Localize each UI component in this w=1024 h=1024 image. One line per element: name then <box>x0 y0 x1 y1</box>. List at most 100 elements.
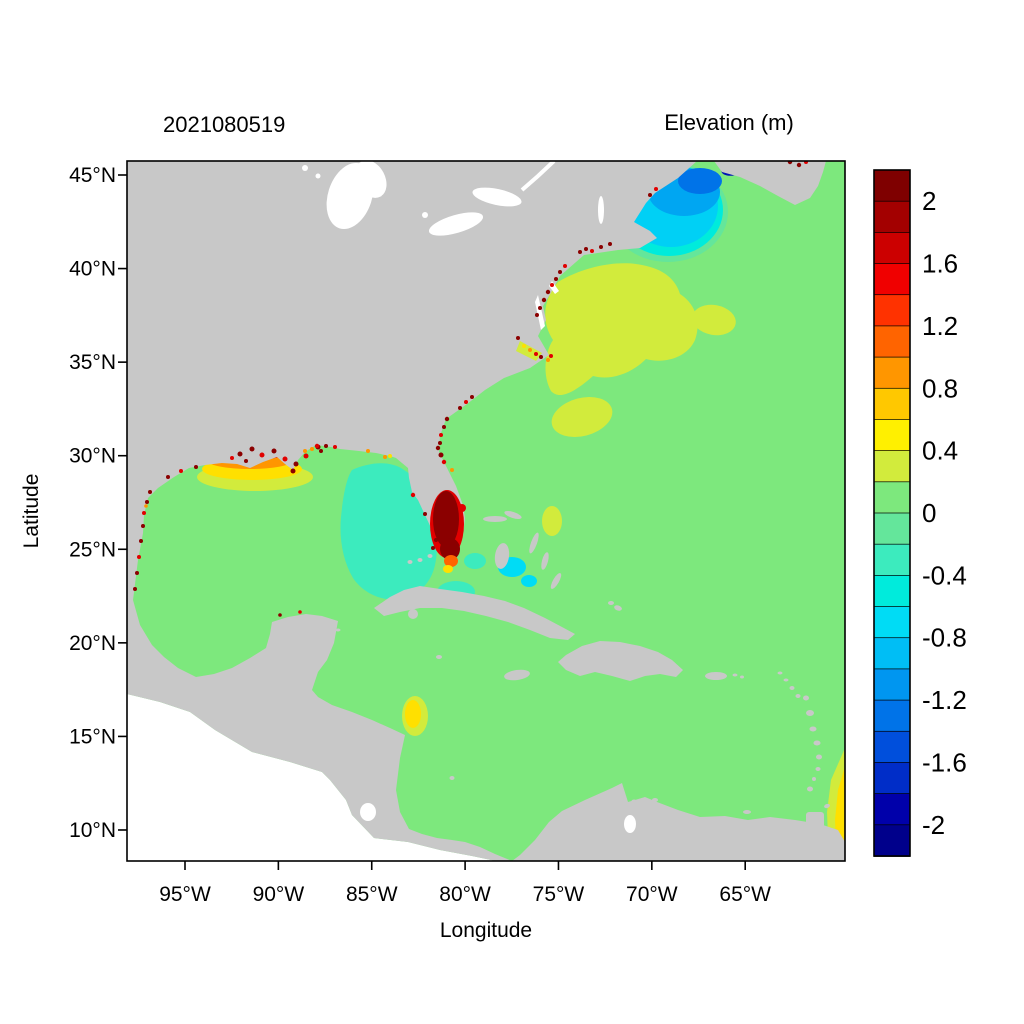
surge-speckle <box>333 445 337 449</box>
island <box>740 675 744 679</box>
offshore-positive-patch <box>692 304 736 336</box>
colorbar-segment <box>873 606 911 639</box>
colorbar-segment <box>873 419 911 452</box>
surge-speckle <box>310 447 314 451</box>
surge-speckle <box>554 277 558 281</box>
lat-tick-label: 25°N <box>69 538 116 561</box>
island <box>652 798 658 802</box>
colorbar-tick-label: -1.2 <box>922 685 967 715</box>
coastal-surge-speckles <box>133 161 808 617</box>
surge-speckle <box>438 452 444 458</box>
lakes <box>302 161 636 833</box>
lake-erie <box>428 212 484 236</box>
colorbar-segment <box>873 668 911 701</box>
honduras-patch-yellow <box>405 700 421 728</box>
island <box>807 786 813 792</box>
trinidad-land <box>806 812 824 828</box>
surge-speckle <box>578 250 582 254</box>
island <box>407 560 413 564</box>
surge-speckle <box>278 613 282 617</box>
colorbar-tick-label: 0.8 <box>922 373 958 403</box>
surge-speckle <box>148 490 152 494</box>
colorbar: 2 1.6 1.2 0.8 0.4 0 -0.4 -0.8 -1.2 -1.6 -2 <box>873 169 967 857</box>
land-mask <box>127 161 845 861</box>
florida-coast-red <box>458 504 466 512</box>
colorbar-segment <box>873 294 911 327</box>
surge-speckle <box>166 475 170 479</box>
island <box>803 695 809 701</box>
island <box>483 516 507 522</box>
island <box>809 726 817 732</box>
surge-speckle <box>249 446 255 452</box>
surge-speckle <box>135 571 139 575</box>
surge-speckle <box>516 336 520 340</box>
southeast-positive-patch <box>551 396 613 438</box>
surge-speckle <box>549 354 553 358</box>
lake-st-clair <box>422 212 428 218</box>
island <box>777 671 783 675</box>
surge-speckle <box>137 555 141 559</box>
colorbar-tick-label: 0.4 <box>922 436 958 466</box>
lake-ontario <box>472 187 522 207</box>
lon-tick-label: 85°W <box>346 883 398 906</box>
colorbar-tick-label: -0.8 <box>922 623 967 653</box>
colorbar-segment <box>873 793 911 826</box>
colorbar-segment <box>873 762 911 795</box>
island <box>642 801 648 805</box>
surge-speckle <box>314 443 320 449</box>
y-axis-label: Latitude <box>20 474 43 549</box>
island <box>504 511 522 519</box>
surge-speckle <box>535 313 539 317</box>
plot-frame <box>126 160 846 862</box>
island <box>427 554 433 558</box>
surge-speckle <box>608 242 612 246</box>
surge-speckle <box>528 348 532 352</box>
north-america-land <box>127 161 697 861</box>
south-florida-surge-blob <box>430 490 466 573</box>
island <box>494 543 510 569</box>
surge-speckle <box>319 449 323 453</box>
island <box>705 672 727 680</box>
colorbar-segment <box>873 824 911 857</box>
surge-speckle <box>434 538 438 542</box>
island <box>436 655 442 659</box>
bahamas-cyan-patch-2 <box>521 575 537 587</box>
surge-speckle <box>271 448 277 454</box>
florida-east-patch <box>464 553 486 569</box>
chesapeake-bay <box>535 295 545 330</box>
colorbar-segment <box>873 637 911 670</box>
island <box>550 573 562 589</box>
island <box>806 710 814 716</box>
surge-speckle <box>563 264 567 268</box>
st-lawrence-river <box>520 161 556 192</box>
surge-speckle <box>545 289 551 295</box>
colorbar-tick-label: -0.4 <box>922 560 967 590</box>
lake-maracaibo <box>624 815 636 833</box>
surge-speckle <box>383 455 387 459</box>
lon-tick-label: 70°W <box>626 883 678 906</box>
surge-speckle <box>558 270 562 274</box>
surge-speckle <box>442 425 446 429</box>
surge-speckle <box>470 395 474 399</box>
surge-speckle <box>298 610 302 614</box>
surge-speckle <box>179 469 183 473</box>
map-layers <box>127 161 845 861</box>
colorbar-segment <box>873 200 911 234</box>
midatlantic-positive-patch <box>545 263 698 396</box>
surge-speckle <box>237 451 243 457</box>
island <box>417 558 423 562</box>
florida-darkred-lower <box>440 538 460 560</box>
island <box>608 601 614 605</box>
island <box>812 777 816 781</box>
surge-speckle <box>550 283 554 287</box>
lon-tick-label: 80°W <box>439 883 491 906</box>
surge-speckle <box>303 449 307 453</box>
surge-speckle <box>590 249 594 253</box>
island <box>813 740 821 746</box>
surge-speckle <box>534 352 538 356</box>
surge-speckle <box>366 449 370 453</box>
small-lake <box>302 165 308 171</box>
lake-nicaragua <box>360 803 376 821</box>
island <box>541 552 549 570</box>
